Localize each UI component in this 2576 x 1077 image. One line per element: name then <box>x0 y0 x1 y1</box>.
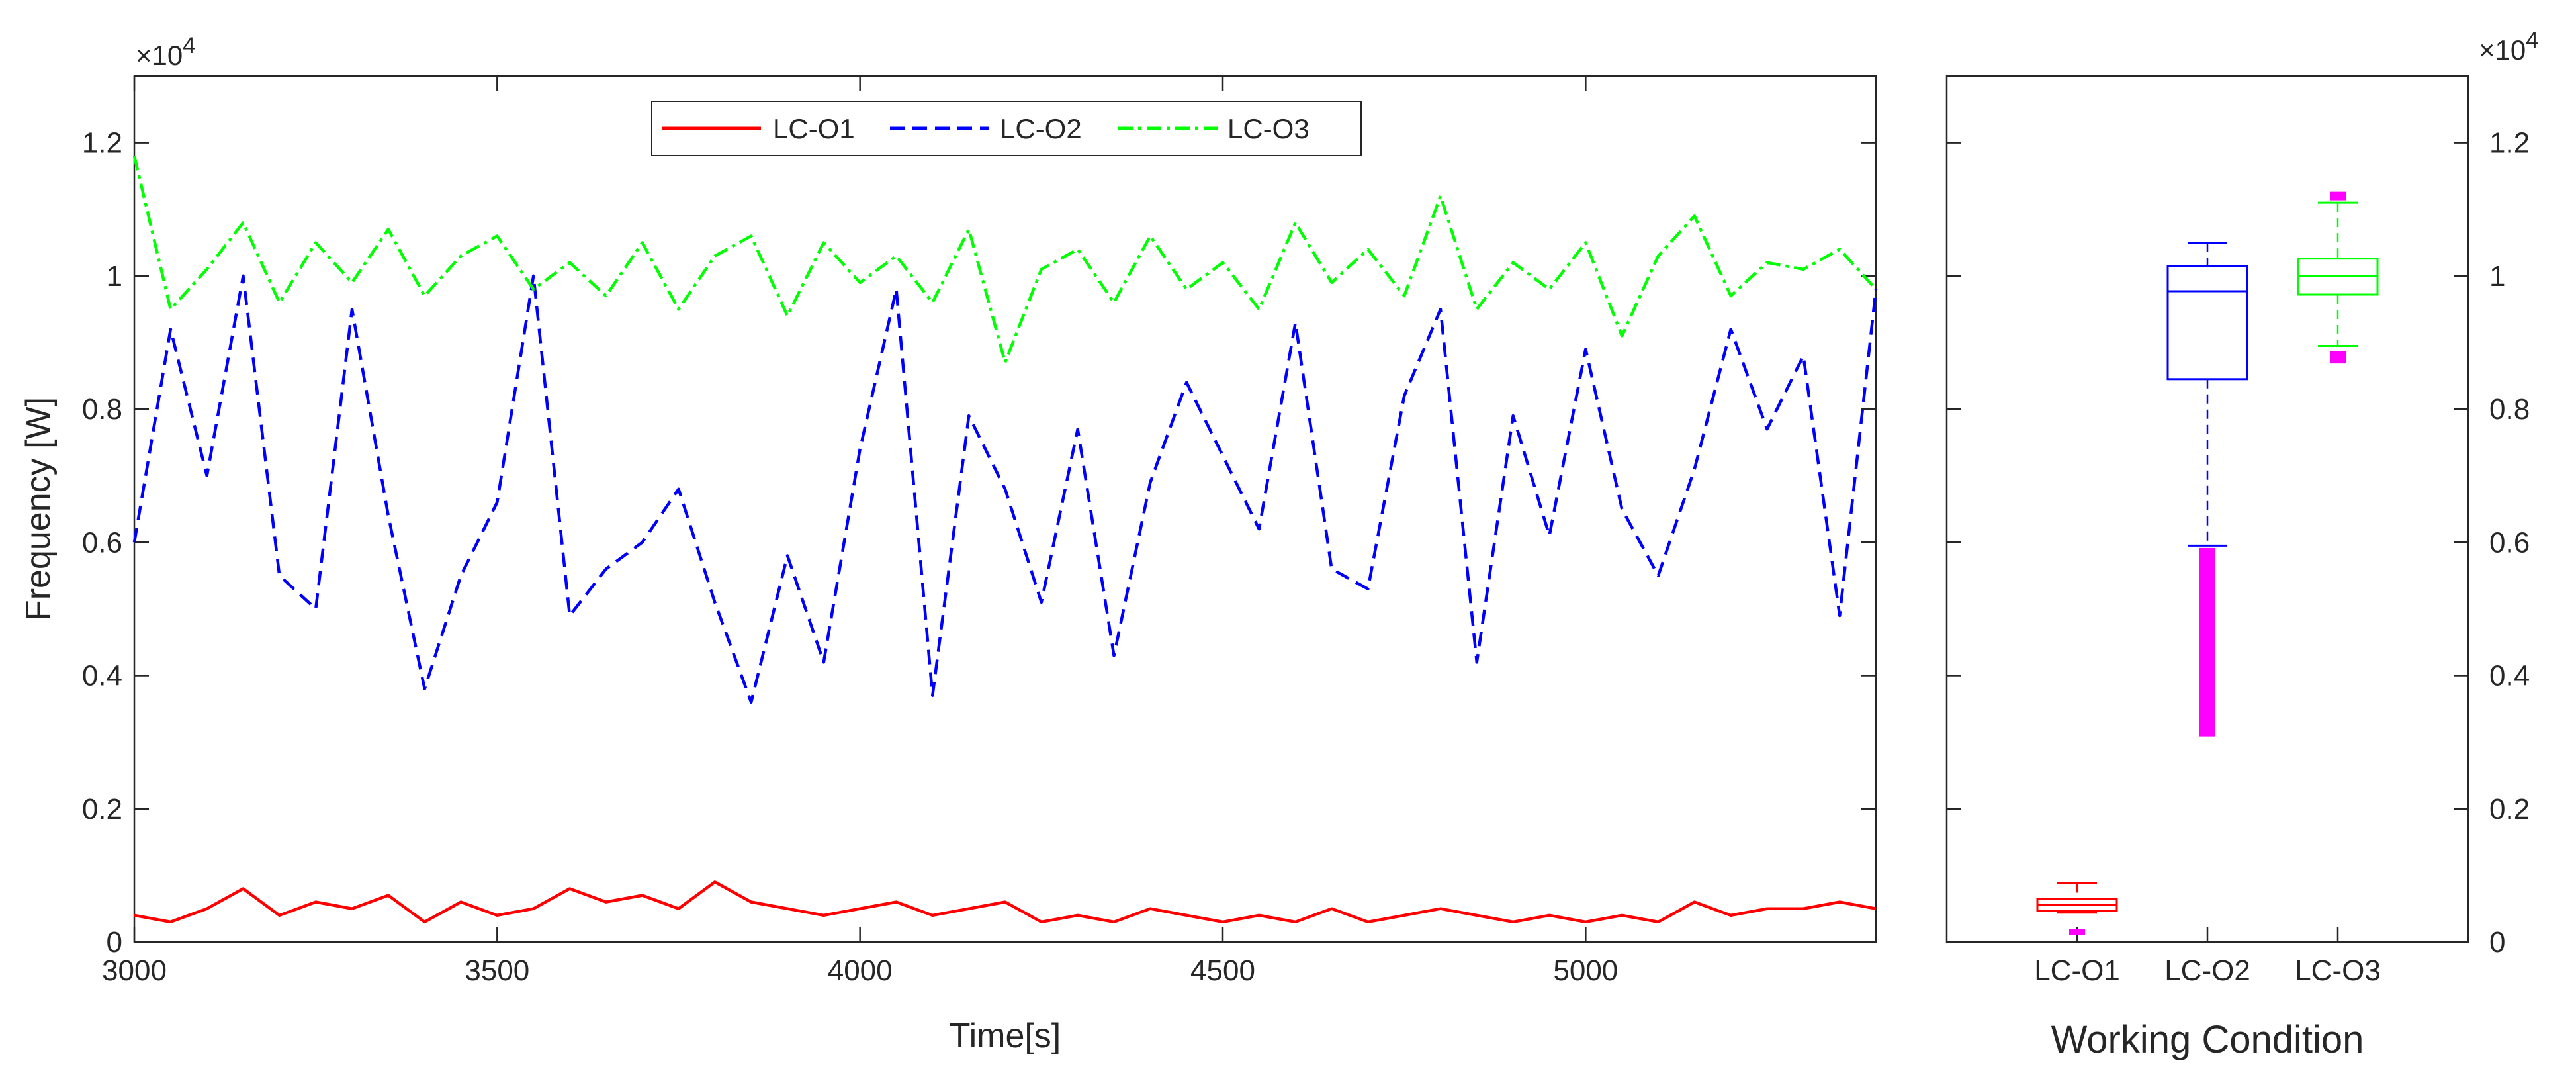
y-tick-label: 0.6 <box>82 526 122 559</box>
box-y-tick-label: 0.2 <box>2489 793 2530 825</box>
box-lc-o2 <box>2166 242 2248 737</box>
time-series-chart: 3000 3500 4000 4500 5000 0 0.2 0.4 0.6 0.8 1 1.2 ×… <box>19 33 1878 1055</box>
box-plot-x-axis-label: Working Condition <box>2051 1018 2364 1061</box>
box-plot-x-ticks: LC-O1 LC-O2 LC-O3 <box>2034 927 2381 987</box>
y-tick-label: 0.2 <box>82 793 122 825</box>
box-x-tick-label: LC-O3 <box>2295 955 2381 987</box>
box-y-tick-label: 1 <box>2489 260 2505 293</box>
legend-label-lc-o3: LC-O3 <box>1227 113 1310 144</box>
time-series-y-axis-label: Frequency [W] <box>19 397 58 621</box>
box-y-tick-label: 1.2 <box>2489 127 2530 160</box>
y-tick-label: 0.8 <box>82 393 122 426</box>
time-series-x-axis-label: Time[s] <box>950 1017 1061 1055</box>
y-tick-label: 1.2 <box>82 127 122 160</box>
x-tick-label: 4000 <box>828 955 893 987</box>
time-series-legend[interactable]: LC-O1 LC-O2 LC-O3 <box>651 101 1362 156</box>
x-tick-label: 5000 <box>1553 955 1618 987</box>
iqr-box-lc-o2 <box>2166 265 2248 381</box>
time-series-x-ticks: 3000 3500 4000 4500 5000 <box>102 76 1618 987</box>
box-y-tick-label: 0.6 <box>2489 526 2530 559</box>
outlier-band-low-lc-o3 <box>2330 352 2346 363</box>
box-y-tick-label: 0 <box>2489 926 2505 959</box>
box-y-tick-label: 0.4 <box>2489 660 2530 692</box>
box-y-tick-label: 0.8 <box>2489 393 2530 426</box>
box-plot-chart: 0 0.2 0.4 0.6 0.8 1 1.2 LC-O1 LC-O2 LC-O3 ×104 W… <box>1945 28 2538 1061</box>
y-tick-label: 0 <box>107 926 122 959</box>
box-plot-boxes <box>2036 191 2379 935</box>
box-plot-y-multiplier-exponent: 4 <box>2526 28 2538 53</box>
time-series-plot-area <box>133 75 1877 943</box>
legend-label-lc-o1: LC-O1 <box>773 113 855 144</box>
y-tick-label: 1 <box>107 260 122 293</box>
box-plot-y-ticks: 0 0.2 0.4 0.6 0.8 1 1.2 <box>1947 127 2530 959</box>
x-tick-label: 4500 <box>1190 955 1255 987</box>
y-tick-label: 0.4 <box>82 660 122 692</box>
box-lc-o1 <box>2036 882 2118 935</box>
box-x-tick-label: LC-O1 <box>2034 955 2120 987</box>
legend-label-lc-o2: LC-O2 <box>1000 113 1082 144</box>
box-lc-o3 <box>2297 191 2379 364</box>
legend-box <box>651 101 1362 156</box>
time-series-y-multiplier: ×104 <box>136 33 195 71</box>
time-series-y-multiplier-exponent: 4 <box>183 33 195 58</box>
time-series-lines <box>132 156 1878 924</box>
box-plot-y-multiplier: ×104 <box>2479 28 2538 66</box>
box-x-tick-label: LC-O2 <box>2164 955 2250 987</box>
time-series-y-ticks: 0 0.2 0.4 0.6 0.8 1 1.2 <box>82 127 1876 959</box>
x-tick-label: 3500 <box>465 955 529 987</box>
x-tick-label: 3000 <box>102 955 167 987</box>
